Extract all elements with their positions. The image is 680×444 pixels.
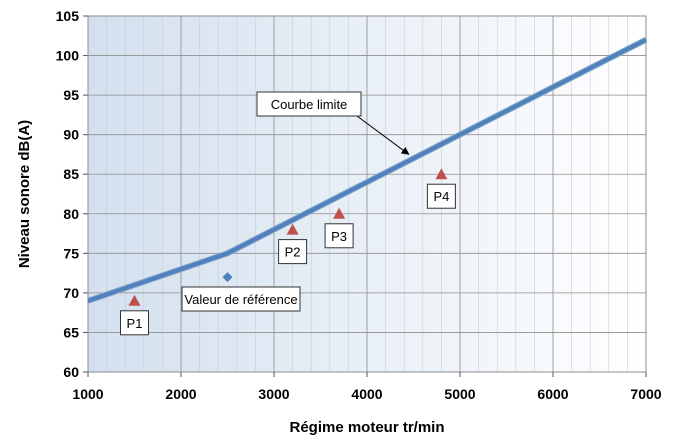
y-tick-label: 60 bbox=[63, 364, 79, 380]
measurement-point bbox=[128, 294, 141, 306]
callout-label-reference: Valeur de référence bbox=[184, 292, 297, 307]
measurement-point bbox=[435, 168, 448, 180]
x-tick-label: 1000 bbox=[72, 386, 103, 402]
y-tick-label: 75 bbox=[63, 245, 79, 261]
point-label: P1 bbox=[127, 316, 143, 331]
point-label-box bbox=[278, 239, 308, 265]
y-tick-label: 95 bbox=[63, 87, 79, 103]
x-tick-label: 3000 bbox=[258, 386, 289, 402]
y-tick-label: 85 bbox=[63, 166, 79, 182]
callout-box bbox=[256, 91, 362, 117]
y-tick-label: 65 bbox=[63, 324, 79, 340]
y-tick-label: 100 bbox=[56, 48, 80, 64]
x-tick-label: 6000 bbox=[537, 386, 568, 402]
y-tick-label: 80 bbox=[63, 206, 79, 222]
limit-curve-line bbox=[87, 37, 647, 303]
x-axis-title: Régime moteur tr/min bbox=[289, 419, 444, 436]
y-tick-label: 90 bbox=[63, 127, 79, 143]
point-label-box bbox=[120, 310, 149, 336]
point-label-box bbox=[426, 183, 456, 209]
point-label: P2 bbox=[285, 245, 301, 260]
measurement-point bbox=[286, 223, 299, 235]
callout-box bbox=[181, 286, 301, 312]
y-axis-title: Niveau sonore dB(A) bbox=[16, 120, 33, 268]
callouts-layer: P1 P2 P3 P4 Courbe limite Valeur de référence bbox=[120, 91, 456, 336]
point-label-box bbox=[324, 223, 354, 249]
callout-arrow bbox=[356, 115, 410, 155]
x-axis-tick-labels: 1000 2000 3000 4000 5000 6000 7000 bbox=[72, 386, 661, 402]
x-tick-label: 4000 bbox=[351, 386, 382, 402]
x-tick-label: 5000 bbox=[444, 386, 475, 402]
major-gridlines bbox=[83, 15, 647, 377]
reference-point bbox=[222, 272, 233, 283]
y-axis-tick-labels: 60 65 70 75 80 85 90 95 100 105 bbox=[56, 8, 80, 380]
x-tick-label: 2000 bbox=[165, 386, 196, 402]
y-tick-label: 70 bbox=[63, 285, 79, 301]
point-label: P3 bbox=[331, 229, 347, 244]
callout-label-limit: Courbe limite bbox=[271, 97, 348, 112]
measurement-point bbox=[333, 207, 346, 219]
y-tick-label: 105 bbox=[56, 8, 80, 24]
point-label: P4 bbox=[433, 189, 449, 204]
x-tick-label: 7000 bbox=[630, 386, 661, 402]
series-layer bbox=[87, 37, 648, 306]
